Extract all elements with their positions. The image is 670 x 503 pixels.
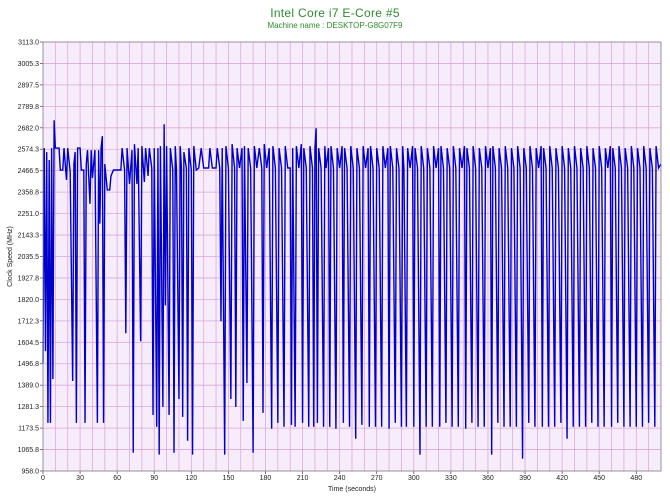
x-tick-label: 270 (371, 475, 383, 482)
y-tick-label: 2789.8 (18, 104, 40, 111)
axis-ticks: 958.0 1065.8 1173.5 1281.3 1389.0 1496.8 1604.… (18, 40, 643, 483)
x-tick-label: 150 (223, 475, 235, 482)
y-tick-label: 3005.3 (18, 61, 40, 68)
x-axis-label: Time (seconds) (328, 486, 376, 493)
y-tick-label: 958.0 (21, 469, 39, 476)
x-tick-label: 300 (408, 475, 420, 482)
x-tick-label: 420 (556, 475, 568, 482)
x-tick-label: 240 (334, 475, 346, 482)
y-tick-label: 2251.0 (18, 211, 40, 218)
x-tick-label: 480 (630, 475, 642, 482)
x-tick-label: 330 (445, 475, 457, 482)
series-layer (42, 120, 662, 459)
y-tick-label: 1927.8 (18, 275, 40, 282)
y-tick-label: 2574.3 (18, 147, 40, 154)
x-tick-label: 180 (260, 475, 272, 482)
x-tick-label: 120 (185, 475, 197, 482)
x-tick-label: 30 (76, 475, 84, 482)
y-tick-label: 1820.0 (18, 297, 40, 304)
x-tick-label: 90 (150, 475, 158, 482)
y-tick-label: 2035.5 (18, 254, 40, 261)
y-tick-label: 1065.8 (18, 447, 40, 454)
x-tick-label: 360 (482, 475, 494, 482)
y-tick-label: 1496.8 (18, 361, 40, 368)
series-line (42, 120, 662, 459)
y-tick-label: 2143.3 (18, 233, 40, 240)
y-tick-label: 3113.0 (18, 40, 39, 47)
x-tick-label: 0 (41, 475, 45, 482)
y-tick-label: 2466.5 (18, 168, 40, 175)
y-tick-label: 2897.5 (18, 82, 40, 89)
y-tick-label: 1389.0 (18, 383, 40, 390)
chart-title: Intel Core i7 E-Core #5 (270, 6, 400, 20)
x-tick-label: 450 (593, 475, 605, 482)
y-tick-label: 1712.3 (18, 318, 40, 325)
y-axis-label: Clock Speed (MHz) (7, 226, 14, 287)
chart-subtitle: Machine name : DESKTOP-G8G07F9 (267, 21, 403, 30)
y-tick-label: 1281.3 (18, 404, 40, 411)
y-tick-label: 2682.0 (18, 125, 40, 132)
y-tick-label: 1604.5 (18, 340, 40, 347)
x-tick-label: 210 (297, 475, 309, 482)
plot-frame (42, 41, 662, 472)
x-tick-label: 60 (113, 475, 121, 482)
y-tick-label: 2358.8 (18, 190, 40, 197)
x-tick-label: 390 (519, 475, 531, 482)
y-tick-label: 1173.5 (18, 426, 39, 433)
